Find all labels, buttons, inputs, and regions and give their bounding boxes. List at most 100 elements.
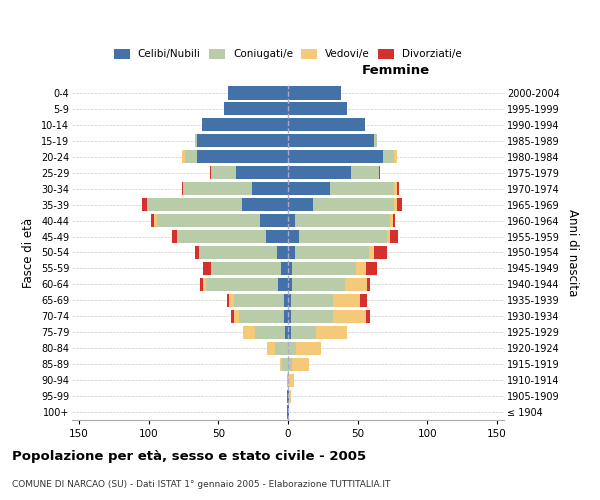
Bar: [292, 358, 309, 370]
Bar: [275, 342, 288, 355]
Bar: [387, 230, 390, 243]
Bar: [239, 310, 284, 323]
Bar: [313, 198, 394, 211]
Bar: [292, 262, 356, 275]
Bar: [288, 310, 291, 323]
Bar: [288, 230, 299, 243]
Bar: [288, 294, 291, 307]
Bar: [197, 134, 288, 147]
Bar: [289, 390, 291, 402]
Bar: [288, 262, 292, 275]
Bar: [379, 166, 380, 179]
Bar: [200, 278, 203, 291]
Bar: [288, 326, 291, 339]
Bar: [206, 278, 278, 291]
Bar: [366, 310, 370, 323]
Bar: [394, 198, 397, 211]
Bar: [287, 374, 288, 386]
Bar: [227, 294, 229, 307]
Bar: [356, 262, 366, 275]
Bar: [185, 150, 197, 164]
Bar: [288, 342, 296, 355]
Bar: [184, 182, 252, 195]
Bar: [267, 342, 275, 355]
Bar: [154, 214, 157, 227]
Bar: [283, 358, 288, 370]
Text: COMUNE DI NARCAO (SU) - Dati ISTAT 1° gennaio 2005 - Elaborazione TUTTITALIA.IT: COMUNE DI NARCAO (SU) - Dati ISTAT 1° ge…: [12, 480, 391, 489]
Bar: [288, 246, 295, 259]
Bar: [199, 246, 277, 259]
Bar: [288, 134, 374, 147]
Bar: [202, 118, 288, 132]
Bar: [288, 150, 383, 164]
Bar: [397, 182, 400, 195]
Bar: [182, 182, 184, 195]
Bar: [374, 134, 377, 147]
Bar: [229, 294, 233, 307]
Bar: [330, 182, 394, 195]
Bar: [295, 214, 390, 227]
Bar: [211, 166, 236, 179]
Bar: [288, 358, 292, 370]
Bar: [142, 198, 147, 211]
Bar: [288, 166, 351, 179]
Bar: [231, 310, 233, 323]
Bar: [392, 214, 395, 227]
Bar: [194, 246, 199, 259]
Bar: [288, 278, 292, 291]
Bar: [351, 166, 379, 179]
Bar: [288, 102, 347, 116]
Bar: [390, 230, 398, 243]
Bar: [296, 342, 322, 355]
Bar: [332, 294, 361, 307]
Bar: [316, 326, 347, 339]
Bar: [361, 294, 367, 307]
Bar: [236, 166, 288, 179]
Bar: [203, 278, 206, 291]
Bar: [288, 182, 330, 195]
Bar: [281, 262, 288, 275]
Bar: [288, 406, 289, 418]
Bar: [280, 358, 283, 370]
Bar: [252, 182, 288, 195]
Bar: [291, 326, 316, 339]
Bar: [194, 134, 197, 147]
Bar: [369, 246, 374, 259]
Bar: [287, 390, 288, 402]
Bar: [288, 214, 295, 227]
Bar: [288, 86, 341, 100]
Bar: [197, 150, 288, 164]
Legend: Celibi/Nubili, Coniugati/e, Vedovi/e, Divorziati/e: Celibi/Nubili, Coniugati/e, Vedovi/e, Di…: [112, 46, 464, 62]
Y-axis label: Anni di nascita: Anni di nascita: [566, 209, 579, 296]
Bar: [172, 230, 176, 243]
Bar: [288, 198, 313, 211]
Bar: [157, 214, 260, 227]
Bar: [390, 214, 392, 227]
Bar: [233, 294, 284, 307]
Text: Femmine: Femmine: [362, 64, 430, 76]
Bar: [284, 294, 288, 307]
Bar: [288, 390, 289, 402]
Bar: [284, 310, 288, 323]
Bar: [278, 278, 288, 291]
Bar: [397, 198, 402, 211]
Bar: [291, 310, 332, 323]
Bar: [299, 230, 387, 243]
Bar: [203, 262, 211, 275]
Bar: [147, 198, 242, 211]
Bar: [287, 406, 288, 418]
Bar: [394, 150, 397, 164]
Bar: [260, 214, 288, 227]
Bar: [151, 214, 154, 227]
Bar: [233, 310, 239, 323]
Bar: [228, 86, 288, 100]
Bar: [285, 326, 288, 339]
Bar: [295, 246, 369, 259]
Bar: [211, 262, 281, 275]
Bar: [345, 278, 367, 291]
Bar: [242, 198, 288, 211]
Bar: [291, 294, 332, 307]
Bar: [277, 246, 288, 259]
Bar: [292, 278, 345, 291]
Bar: [176, 230, 266, 243]
